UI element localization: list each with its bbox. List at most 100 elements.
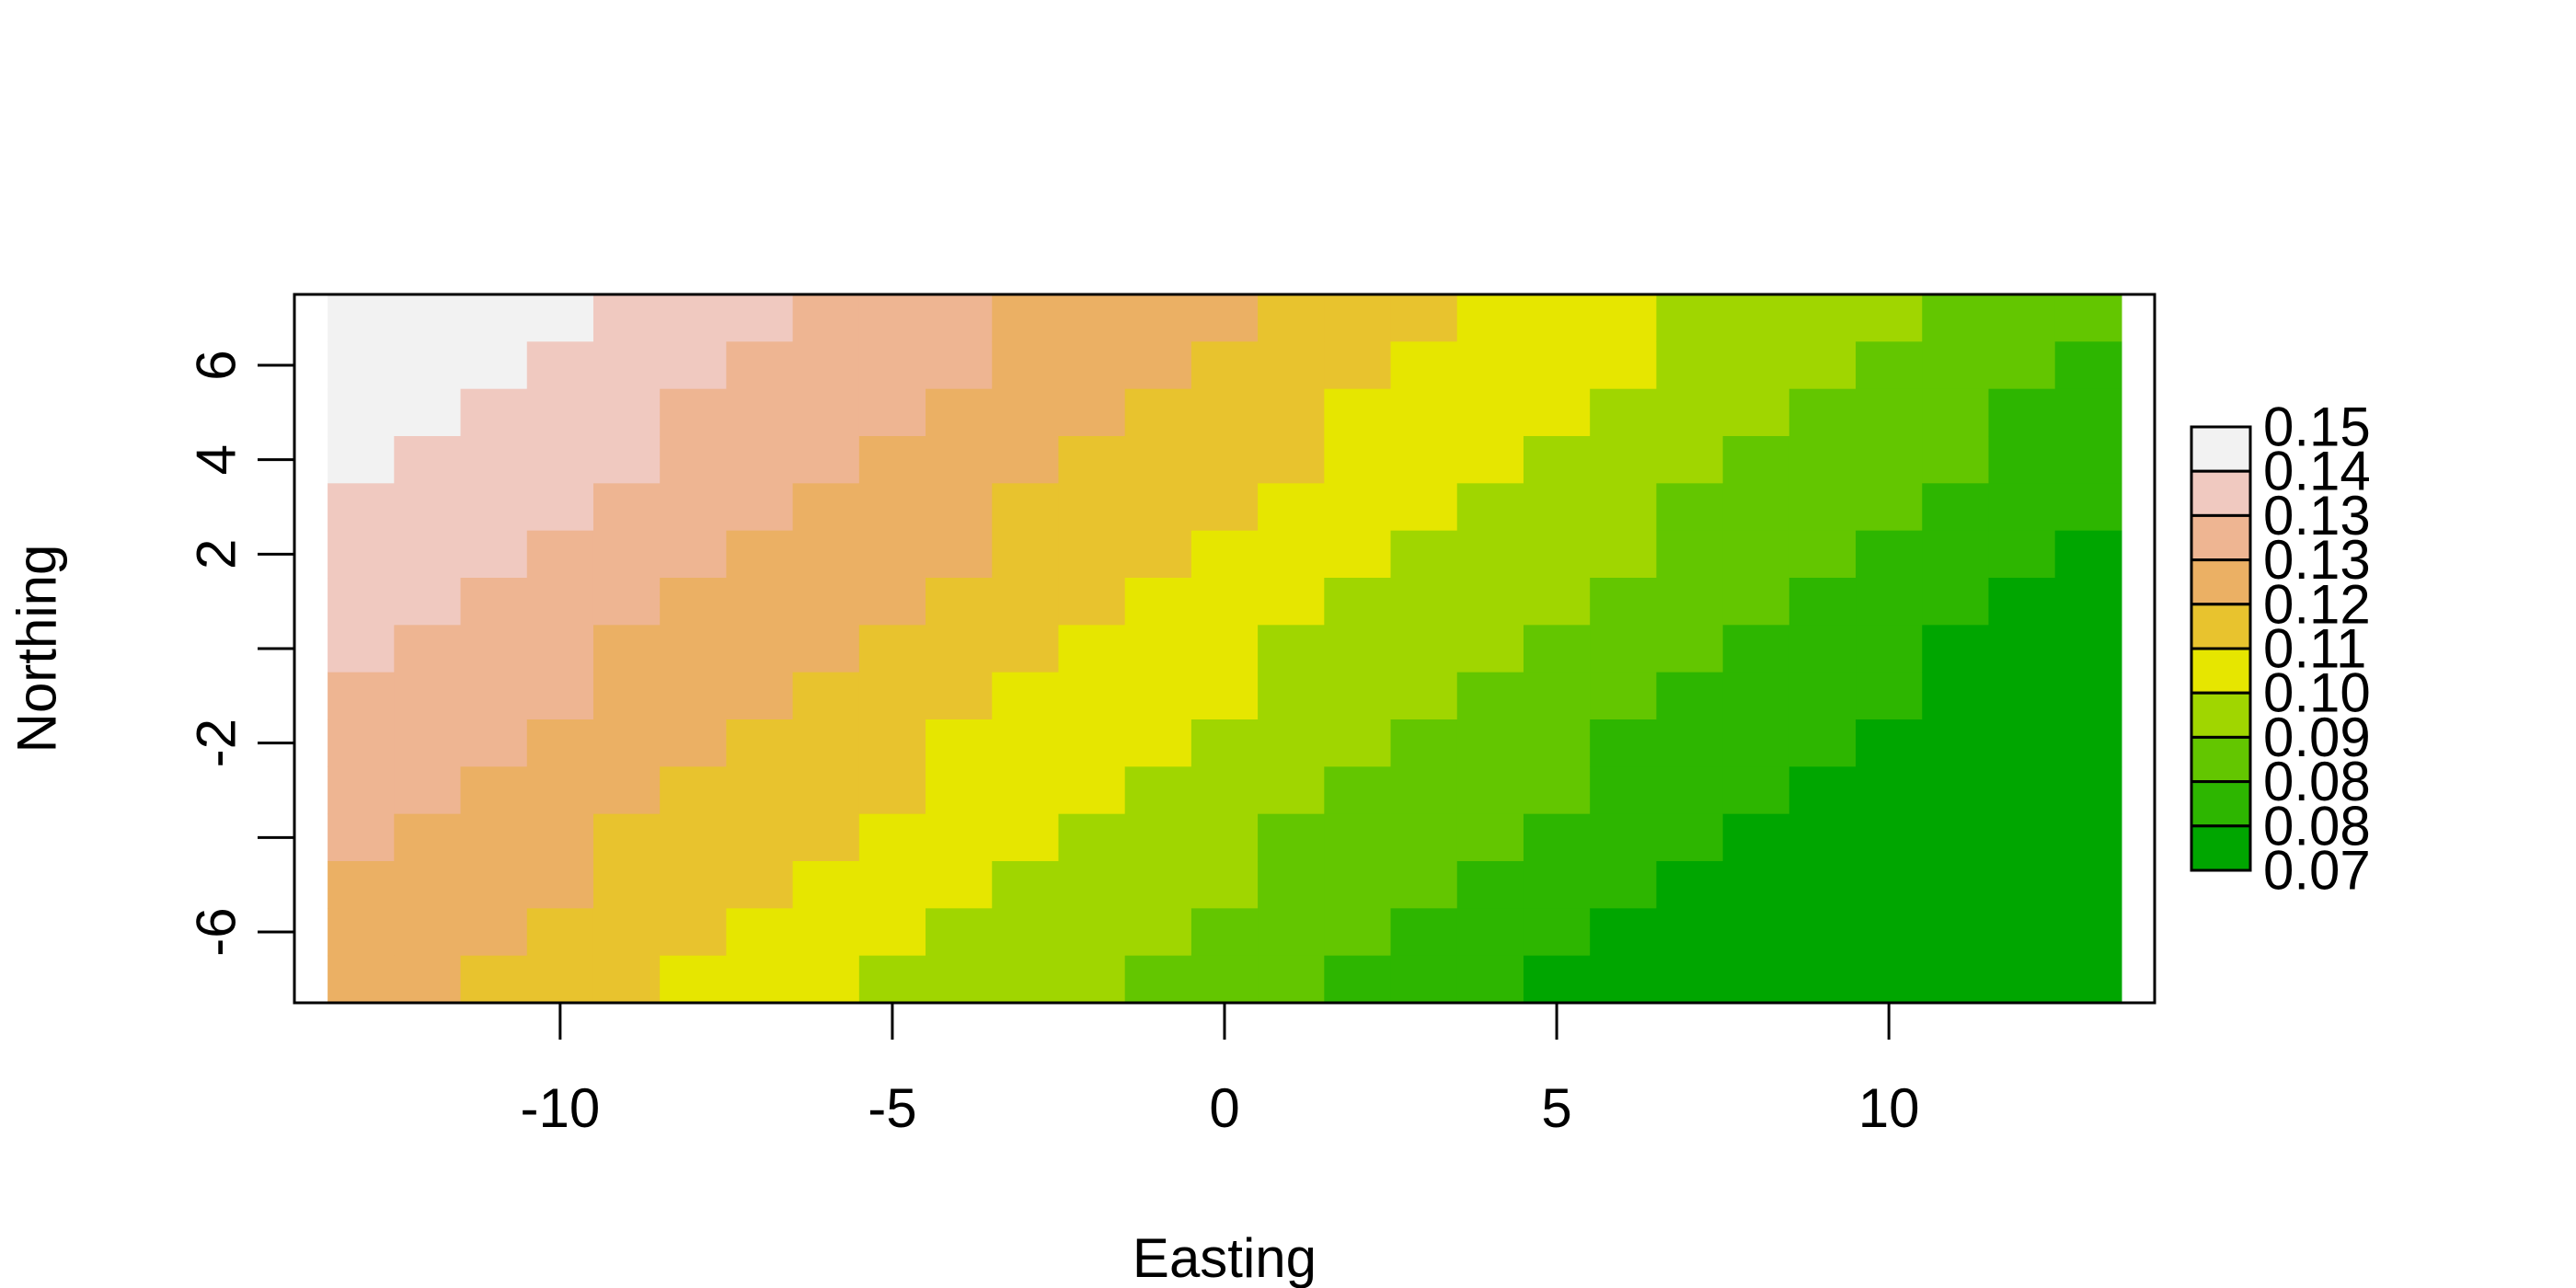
raster-cell (1590, 341, 1657, 390)
raster-cell (858, 483, 926, 532)
raster-cell (1788, 436, 1857, 484)
raster-cell (1390, 766, 1458, 815)
raster-cell (328, 955, 395, 1004)
raster-cell (1456, 483, 1524, 532)
legend: 0.150.140.130.130.120.110.100.090.080.08… (2190, 397, 2371, 902)
x-tick-label: 0 (1209, 1077, 1239, 1139)
raster-cell (1988, 672, 2056, 720)
raster-cells (328, 294, 2122, 1004)
x-tick-label: 10 (1858, 1077, 1920, 1139)
raster-cell (1190, 766, 1259, 815)
raster-cell (1124, 955, 1192, 1004)
raster-cell (1856, 578, 1923, 626)
raster-cell (660, 861, 727, 909)
raster-cell (926, 341, 993, 390)
raster-cell (2054, 955, 2122, 1004)
raster-cell (1190, 294, 1259, 342)
raster-cell (460, 766, 528, 815)
raster-cell (394, 955, 462, 1004)
raster-cell (1058, 955, 1126, 1004)
legend-label: 0.09 (2263, 707, 2371, 768)
raster-cell (660, 388, 727, 437)
raster-cell (1058, 294, 1126, 342)
raster-cell (1856, 955, 1923, 1004)
legend-label: 0.15 (2263, 397, 2371, 458)
raster-cell (926, 530, 993, 579)
legend-swatch (2190, 558, 2252, 606)
raster-cell (858, 625, 926, 673)
raster-cell (1258, 861, 1325, 909)
raster-cell (1390, 672, 1458, 720)
raster-cell (1324, 436, 1392, 484)
raster-cell (992, 530, 1060, 579)
y-tick-label: -2 (186, 719, 247, 767)
raster-cell (1988, 625, 2056, 673)
raster-cell (460, 483, 528, 532)
raster-cell (2054, 908, 2122, 957)
raster-cell (1590, 719, 1657, 767)
raster-cell (328, 908, 395, 957)
raster-cell (1058, 719, 1126, 767)
raster-cell (526, 813, 594, 862)
raster-cell (1788, 341, 1857, 390)
raster-cell (1124, 341, 1192, 390)
raster-cell (526, 861, 594, 909)
raster-cell (1722, 530, 1790, 579)
raster-cell (526, 436, 594, 484)
raster-cell (1324, 530, 1392, 579)
raster-cell (592, 908, 661, 957)
raster-cell (792, 388, 860, 437)
raster-cell (1058, 388, 1126, 437)
raster-cell (1523, 341, 1591, 390)
raster-cell (1456, 719, 1524, 767)
raster-cell (1788, 861, 1857, 909)
raster-cell (1722, 766, 1790, 815)
raster-cell (1456, 861, 1524, 909)
raster-cell (1124, 908, 1192, 957)
raster-cell (1788, 530, 1857, 579)
raster-cell (460, 625, 528, 673)
raster-cell (792, 813, 860, 862)
raster-cell (1523, 625, 1591, 673)
raster-cell (328, 294, 395, 342)
raster-cell (1058, 672, 1126, 720)
raster-cell (592, 861, 661, 909)
raster-cell (1258, 813, 1325, 862)
raster-cell (328, 625, 395, 673)
raster-cell (1456, 813, 1524, 862)
raster-cell (726, 766, 794, 815)
raster-cell (1523, 672, 1591, 720)
legend-swatch (2190, 780, 2252, 828)
x-axis: -10 -5 0 5 10 (520, 1003, 1920, 1139)
raster-cell (792, 719, 860, 767)
raster-cell (1722, 436, 1790, 484)
raster-cell (460, 578, 528, 626)
raster-cell (1856, 436, 1923, 484)
raster-cell (1656, 719, 1724, 767)
raster-cell (1856, 388, 1923, 437)
legend-swatch (2190, 603, 2252, 650)
raster-cell (1656, 908, 1724, 957)
raster-cell (660, 719, 727, 767)
raster-cell (2054, 672, 2122, 720)
raster-cell (1922, 483, 1990, 532)
x-tick-label: -10 (520, 1077, 600, 1139)
raster-cell (1656, 388, 1724, 437)
legend-label: 0.08 (2263, 751, 2371, 812)
raster-cell (1190, 341, 1259, 390)
raster-cell (328, 578, 395, 626)
raster-cell (858, 766, 926, 815)
raster-cell (1788, 813, 1857, 862)
raster-cell (592, 955, 661, 1004)
y-tick-label: -6 (186, 907, 247, 956)
raster-cell (1922, 719, 1990, 767)
raster-cell (1390, 341, 1458, 390)
legend-swatch (2190, 513, 2252, 562)
raster-cell (1058, 625, 1126, 673)
raster-cell (1456, 436, 1524, 484)
raster-cell (328, 719, 395, 767)
raster-cell (1390, 861, 1458, 909)
raster-cell (1456, 766, 1524, 815)
raster-cell (1058, 341, 1126, 390)
raster-cell (526, 766, 594, 815)
